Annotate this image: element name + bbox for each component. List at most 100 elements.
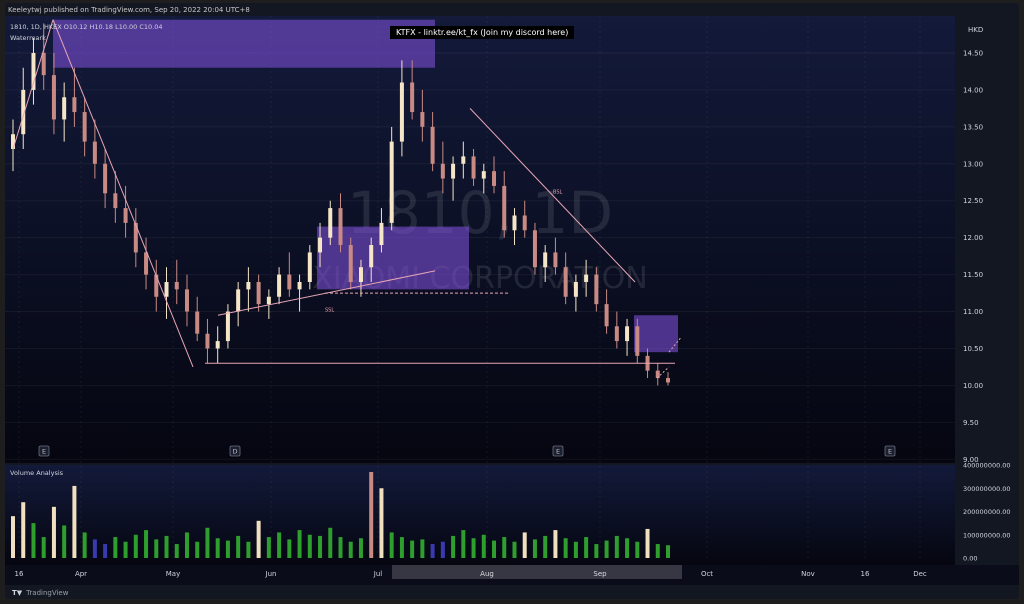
volume-bar [123,541,128,558]
volume-indicator-label[interactable]: Volume Analysis [10,469,64,477]
currency-label: HKD [968,26,984,34]
volume-bar [573,541,578,558]
volume-bar [92,539,97,558]
trendline-rising [217,270,436,316]
candle-body [481,171,486,179]
candle-body [420,112,425,127]
candle-body [625,326,630,342]
volume-bar [215,538,220,558]
volume-bar [399,537,404,558]
price-tick-label: 10.00 [963,382,983,390]
volume-bar [236,535,241,558]
watermark-indicator-label[interactable]: Watermark [10,34,46,42]
candle-body [174,281,179,290]
volume-bar [369,471,374,558]
volume-bar [41,537,46,558]
candle-body [338,208,343,246]
candle-body [41,52,46,76]
time-tick-label: May [166,570,180,578]
candle-body [471,156,476,179]
candle-body [584,274,589,282]
candle-body [318,237,323,253]
candle-body [594,274,599,305]
candle-body [236,289,241,312]
candle-body [348,245,353,282]
time-tick-label: 16 [861,570,870,578]
candle-body [553,252,558,268]
publisher-line: Keeleytwj published on TradingView.com, … [8,6,250,14]
volume-bar [174,544,179,558]
candle-body [369,245,374,268]
price-tick-label: 9.00 [963,456,979,464]
volume-bar [11,516,15,558]
tradingview-logo[interactable]: T▼ TradingView [12,589,68,597]
candle-body [604,304,609,327]
event-marker-box [229,445,241,457]
candle-body [287,274,292,290]
volume-bar [645,528,650,558]
volume-bar [440,541,445,558]
price-tick-label: 13.50 [963,123,983,131]
candle-body [72,97,77,113]
volume-bar [430,544,435,558]
volume-bar [82,532,87,558]
volume-bar [103,544,108,558]
volume-tick-label: 200000000.00 [963,508,1011,516]
volume-bar [614,535,619,558]
candle-body [51,75,56,120]
volume-bar [164,535,169,558]
volume-bar [461,530,466,558]
candle-body [358,267,363,282]
grid-lines [5,16,955,558]
annotation-label: BSL [553,189,563,195]
volume-axis: 400000000.00 300000000.00 200000000.00 1000… [963,462,1011,563]
candlestick-series [11,23,670,386]
volume-bar [287,539,292,558]
volume-bar [553,530,558,558]
price-tick-label: 12.50 [963,197,983,205]
volume-bar [635,541,640,558]
candle-body [614,326,619,342]
candle-body [133,222,138,253]
candle-body [113,193,118,209]
candle-body [266,296,271,305]
volume-bar [594,544,599,558]
time-tick-label: Jun [265,570,277,578]
time-axis: 16 Apr May Jun Jul Aug Sep Oct Nov 16 Dec [15,565,927,579]
candle-body [205,333,210,349]
volume-bar [348,541,353,558]
candle-body [512,215,517,231]
time-range-highlight [392,565,682,579]
volume-bar [297,530,302,558]
volume-bar [31,523,36,558]
candle-body [635,326,640,356]
candle-body [195,311,200,334]
event-marker-label: E [888,448,892,456]
time-tick-label: Nov [801,570,815,578]
volume-bar [492,540,497,558]
drawing-annotations: SSL BSL [12,19,682,379]
candle-body [215,341,220,349]
volume-bar [277,532,282,558]
bsl-trendline [469,108,636,283]
volume-bar [184,532,189,558]
symbol-ohlc-legend[interactable]: 1810, 1D, HKEX O10.12 H10.18 L10.00 C10.… [10,23,163,31]
candle-body [277,274,282,297]
time-tick-label: Aug [480,570,494,578]
volume-bar [389,532,394,558]
candle-body [522,215,527,231]
candle-body [82,112,87,142]
volume-bar [133,534,138,558]
chart-frame: 1810, 1D XIAOMI CORPORATION SSL BSL 14.50… [5,3,1019,599]
candle-body [246,281,251,290]
price-tick-label: 13.00 [963,160,983,168]
annotation-label: SSL [325,308,334,314]
candle-body [21,89,26,135]
volume-bar [543,535,548,558]
volume-bars [11,471,670,558]
candle-body [225,311,230,342]
volume-bar [625,538,630,558]
zone-current [634,315,678,353]
volume-bar [21,502,26,558]
time-tick-label: Dec [913,570,927,578]
